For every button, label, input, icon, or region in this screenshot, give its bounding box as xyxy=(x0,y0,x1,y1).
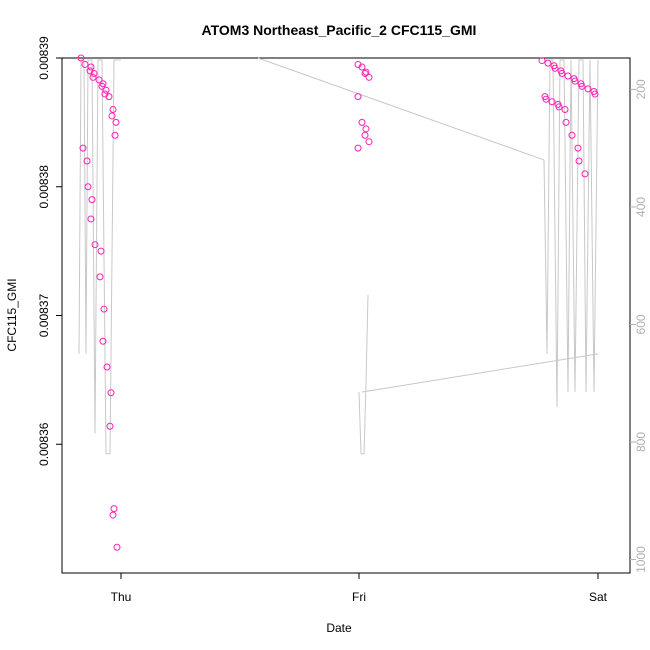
data-point xyxy=(584,85,592,93)
data-point xyxy=(103,363,111,371)
data-point xyxy=(102,86,110,94)
data-point xyxy=(109,511,117,519)
y-tick-label: 0.00837 xyxy=(37,293,51,337)
data-point xyxy=(112,118,120,126)
data-point xyxy=(106,422,114,430)
data-point xyxy=(107,389,115,397)
y2-tick-label: 800 xyxy=(634,432,648,452)
data-point xyxy=(558,69,566,77)
y2-tick-label: 1000 xyxy=(634,546,648,573)
data-point xyxy=(89,73,97,81)
data-point xyxy=(551,64,559,72)
data-point xyxy=(84,183,92,191)
x-axis-label: Date xyxy=(326,621,352,635)
pressure-line-sat xyxy=(543,59,599,407)
data-point xyxy=(365,138,373,146)
data-point xyxy=(108,112,116,120)
chart-title: ATOM3 Northeast_Pacific_2 CFC115_GMI xyxy=(202,22,477,38)
data-point xyxy=(578,82,586,90)
data-point xyxy=(79,144,87,152)
data-point xyxy=(354,93,362,101)
data-point xyxy=(100,305,108,313)
data-point xyxy=(358,118,366,126)
data-point xyxy=(97,247,105,255)
data-point xyxy=(562,118,570,126)
data-point xyxy=(544,59,552,67)
data-point xyxy=(77,54,85,62)
data-point xyxy=(548,98,556,106)
y-tick-label: 0.00839 xyxy=(37,36,51,80)
x-tick-label: Thu xyxy=(111,590,132,604)
pressure-line-fri xyxy=(358,295,369,455)
data-point xyxy=(83,157,91,165)
data-point xyxy=(362,68,370,76)
data-point xyxy=(95,76,103,84)
data-point xyxy=(538,57,546,65)
data-point xyxy=(561,106,569,113)
y-tick-label: 0.00838 xyxy=(37,165,51,209)
data-point xyxy=(87,215,95,223)
data-point xyxy=(91,241,99,249)
data-point xyxy=(555,103,563,111)
data-point xyxy=(354,144,362,152)
data-point xyxy=(574,144,582,152)
data-point xyxy=(361,131,369,139)
y-axis-label: CFC115_GMI xyxy=(5,278,19,351)
data-point xyxy=(581,170,589,178)
y2-tick-label: 400 xyxy=(634,197,648,217)
plot-frame xyxy=(61,57,631,574)
data-point xyxy=(542,95,550,103)
data-point xyxy=(90,69,98,77)
data-point xyxy=(365,73,373,81)
pressure-line-thu-sat xyxy=(257,57,545,161)
data-point xyxy=(98,82,106,90)
data-point xyxy=(564,72,572,80)
data-point xyxy=(591,90,599,98)
data-point xyxy=(361,69,369,77)
data-point xyxy=(362,125,370,133)
plot-area: 0.00836 0.00837 0.00838 0.00839 200 400 600 800… xyxy=(37,36,648,604)
data-point xyxy=(99,337,107,345)
data-point xyxy=(571,77,579,85)
y-tick-label: 0.00836 xyxy=(37,422,51,466)
data-point xyxy=(358,63,366,71)
data-point xyxy=(575,157,583,165)
y2-tick-label: 600 xyxy=(634,314,648,334)
y2-tick-label: 200 xyxy=(634,79,648,99)
data-point xyxy=(96,273,104,281)
data-point xyxy=(87,63,95,71)
data-point xyxy=(109,106,117,113)
data-point xyxy=(81,60,89,68)
x-tick-label: Fri xyxy=(352,590,366,604)
data-point xyxy=(113,543,121,551)
pressure-line-fri-sat xyxy=(361,353,599,393)
x-tick-label: Sat xyxy=(589,590,608,604)
data-point xyxy=(110,505,118,513)
data-point xyxy=(105,93,113,101)
data-point xyxy=(111,131,119,139)
data-point xyxy=(568,131,576,139)
pressure-line-thu xyxy=(78,59,121,455)
data-point xyxy=(88,196,96,204)
